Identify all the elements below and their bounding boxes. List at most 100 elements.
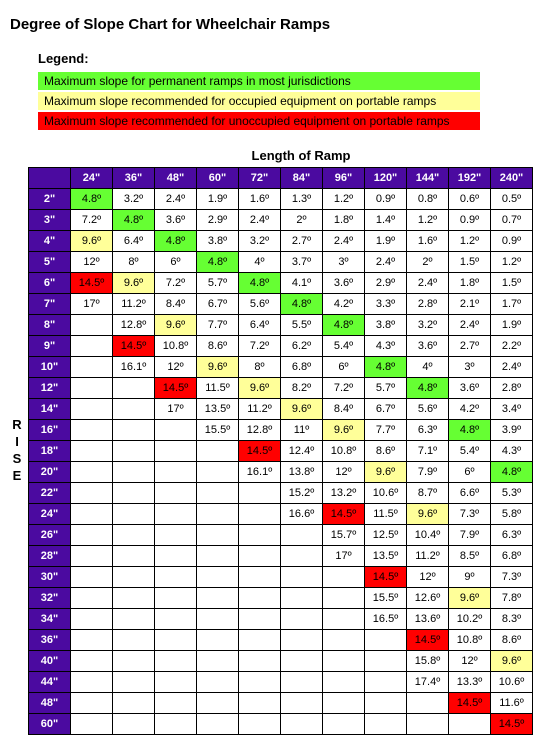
slope-cell: 3.6º [155, 210, 197, 231]
slope-cell: 13.2º [323, 483, 365, 504]
row-header: 3" [29, 210, 71, 231]
slope-cell: 2.4º [323, 231, 365, 252]
slope-cell [155, 693, 197, 714]
row-header: 4" [29, 231, 71, 252]
row-header: 32" [29, 588, 71, 609]
slope-cell [155, 525, 197, 546]
table-row: 32"15.5º12.6º9.6º7.8º [29, 588, 533, 609]
col-header: 60" [197, 168, 239, 189]
slope-cell: 4.8º [449, 420, 491, 441]
slope-cell: 5.8º [491, 504, 533, 525]
slope-cell: 6.6º [449, 483, 491, 504]
slope-cell: 10.4º [407, 525, 449, 546]
table-row: 60"14.5º [29, 714, 533, 735]
table-row: 8"12.8º9.6º7.7º6.4º5.5º4.8º3.8º3.2º2.4º1… [29, 315, 533, 336]
slope-cell: 10.8º [155, 336, 197, 357]
slope-cell: 3.3º [365, 294, 407, 315]
slope-cell [281, 588, 323, 609]
slope-cell [113, 651, 155, 672]
row-header: 7" [29, 294, 71, 315]
slope-cell: 2.4º [449, 315, 491, 336]
slope-cell: 2.8º [491, 378, 533, 399]
slope-cell: 9.6º [491, 651, 533, 672]
table-row: 16"15.5º12.8º11º9.6º7.7º6.3º4.8º3.9º [29, 420, 533, 441]
row-header: 14" [29, 399, 71, 420]
slope-cell: 2.8º [407, 294, 449, 315]
slope-cell [323, 609, 365, 630]
slope-cell: 9.6º [113, 273, 155, 294]
slope-cell: 5.4º [323, 336, 365, 357]
slope-cell [113, 546, 155, 567]
row-header: 28" [29, 546, 71, 567]
slope-cell: 11º [281, 420, 323, 441]
slope-cell: 8.6º [365, 441, 407, 462]
slope-cell [71, 357, 113, 378]
slope-cell [113, 588, 155, 609]
slope-cell: 6.7º [197, 294, 239, 315]
legend-item-yellow: Maximum slope recommended for occupied e… [38, 92, 480, 110]
slope-cell: 5.3º [491, 483, 533, 504]
slope-cell [197, 567, 239, 588]
slope-cell: 17º [71, 294, 113, 315]
slope-cell: 4.2º [323, 294, 365, 315]
slope-cell: 8.6º [197, 336, 239, 357]
slope-cell: 4.3º [365, 336, 407, 357]
slope-cell: 7.7º [365, 420, 407, 441]
slope-cell: 11.2º [239, 399, 281, 420]
slope-cell [155, 420, 197, 441]
slope-cell [71, 588, 113, 609]
row-header: 6" [29, 273, 71, 294]
slope-cell [71, 399, 113, 420]
col-header: 144" [407, 168, 449, 189]
slope-cell: 1.9º [365, 231, 407, 252]
slope-cell: 13.5º [365, 546, 407, 567]
slope-cell: 4.3º [491, 441, 533, 462]
slope-cell [323, 567, 365, 588]
slope-cell: 3º [449, 357, 491, 378]
slope-cell [155, 462, 197, 483]
legend-item-red: Maximum slope recommended for unoccupied… [38, 112, 480, 130]
slope-cell [281, 714, 323, 735]
slope-cell: 3.9º [491, 420, 533, 441]
slope-cell [71, 609, 113, 630]
slope-cell [155, 441, 197, 462]
slope-cell [239, 546, 281, 567]
slope-cell [197, 714, 239, 735]
slope-cell: 0.6º [449, 189, 491, 210]
table-row: 6"14.5º9.6º7.2º5.7º4.8º4.1º3.6º2.9º2.4º1… [29, 273, 533, 294]
slope-cell: 13.8º [281, 462, 323, 483]
slope-cell: 3.6º [449, 378, 491, 399]
slope-cell: 12.6º [407, 588, 449, 609]
row-header: 5" [29, 252, 71, 273]
slope-cell: 3.8º [365, 315, 407, 336]
slope-cell: 12º [449, 651, 491, 672]
slope-cell: 0.9º [449, 210, 491, 231]
col-header: 36" [113, 168, 155, 189]
slope-cell: 7.1º [407, 441, 449, 462]
table-row: 4"9.6º6.4º4.8º3.8º3.2º2.7º2.4º1.9º1.6º1.… [29, 231, 533, 252]
slope-cell: 2.4º [239, 210, 281, 231]
slope-cell: 4.2º [449, 399, 491, 420]
slope-cell: 6º [323, 357, 365, 378]
table-row: 40"15.8º12º9.6º [29, 651, 533, 672]
slope-cell: 7.3º [491, 567, 533, 588]
slope-cell: 4.1º [281, 273, 323, 294]
slope-cell: 10.8º [323, 441, 365, 462]
slope-cell: 8.2º [281, 378, 323, 399]
table-row: 22"15.2º13.2º10.6º8.7º6.6º5.3º [29, 483, 533, 504]
slope-cell: 15.5º [365, 588, 407, 609]
slope-cell: 2.4º [491, 357, 533, 378]
slope-cell: 17º [155, 399, 197, 420]
table-row: 28"17º13.5º11.2º8.5º6.8º [29, 546, 533, 567]
row-header: 2" [29, 189, 71, 210]
slope-cell [197, 462, 239, 483]
slope-cell: 2.7º [449, 336, 491, 357]
slope-cell [113, 441, 155, 462]
table-row: 48"14.5º11.6º [29, 693, 533, 714]
slope-cell [71, 651, 113, 672]
slope-cell: 2.9º [197, 210, 239, 231]
slope-cell: 14.5º [113, 336, 155, 357]
slope-cell [113, 609, 155, 630]
slope-cell: 1.5º [491, 273, 533, 294]
slope-cell: 0.5º [491, 189, 533, 210]
